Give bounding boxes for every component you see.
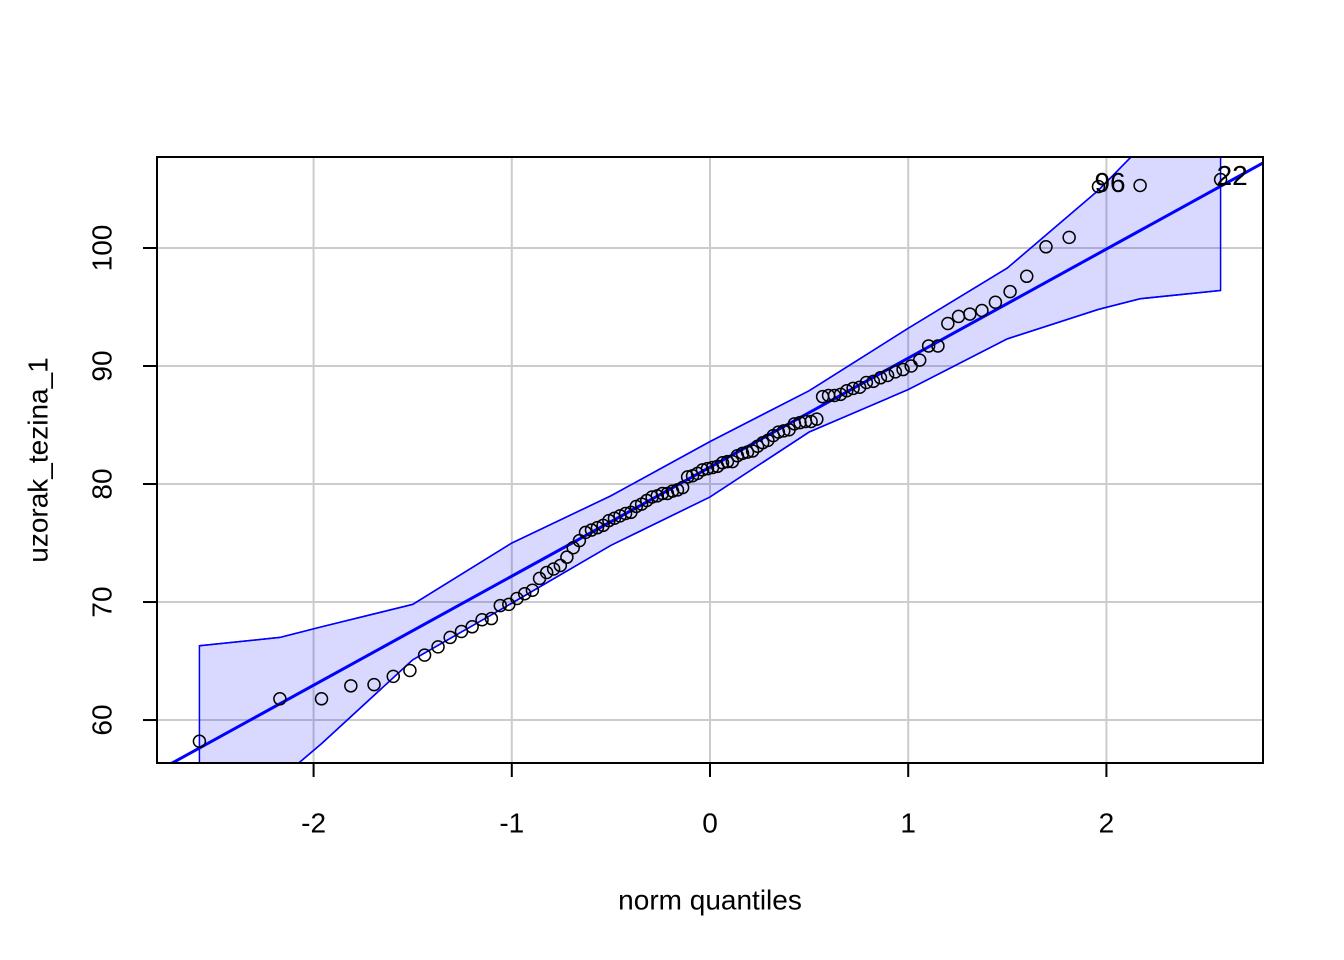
point (314, 692, 329, 706)
point (827, 388, 842, 403)
point (873, 371, 888, 385)
point (517, 587, 532, 601)
point (1003, 284, 1017, 299)
point (560, 550, 574, 564)
point (1062, 230, 1076, 245)
plot-area (157, 157, 1263, 763)
point (618, 506, 633, 521)
x-tick-label: 1 (900, 807, 916, 838)
point (386, 669, 401, 684)
point (852, 380, 867, 394)
point (1133, 178, 1147, 193)
point (931, 339, 945, 353)
point (846, 381, 860, 396)
y-tick-label: 100 (86, 225, 117, 272)
point (493, 598, 508, 613)
point (431, 640, 445, 654)
point (896, 362, 910, 377)
point (776, 424, 791, 438)
point (465, 620, 479, 634)
point (793, 415, 807, 430)
point (921, 339, 936, 353)
point (880, 368, 895, 383)
point (655, 486, 670, 501)
point-label: 22 (1217, 160, 1248, 191)
point (859, 375, 874, 390)
point (1039, 240, 1053, 254)
point (975, 303, 989, 318)
point (553, 558, 568, 573)
point (941, 316, 955, 331)
point (417, 648, 432, 662)
point (546, 562, 561, 576)
point (988, 295, 1003, 310)
point (720, 454, 735, 469)
y-axis-label: uzorak_tezina_1 (22, 357, 53, 562)
point (344, 679, 358, 693)
x-tick-label: -2 (301, 807, 326, 838)
point (840, 384, 854, 398)
x-tick-label: 0 (702, 807, 718, 838)
point (1019, 269, 1034, 284)
point (1091, 179, 1106, 194)
point (273, 692, 287, 706)
y-tick-label: 90 (86, 350, 117, 381)
point (771, 425, 786, 439)
point (192, 734, 207, 749)
point (367, 677, 381, 692)
x-tick-label: 2 (1099, 807, 1115, 838)
x-axis-label: norm quantiles (618, 884, 802, 915)
point (403, 663, 417, 678)
point (700, 461, 715, 476)
y-tick-label: 80 (86, 468, 117, 499)
band-edge (199, 157, 1133, 647)
point (963, 307, 977, 321)
point (715, 456, 730, 470)
point (740, 445, 755, 459)
point (443, 630, 457, 645)
point (578, 525, 593, 540)
band-edge (297, 289, 1221, 763)
point (912, 353, 927, 367)
point (475, 612, 489, 627)
point (675, 480, 690, 495)
point (484, 611, 499, 626)
point-label: 96 (1094, 167, 1125, 198)
point (866, 374, 881, 389)
point (590, 520, 605, 535)
y-tick-label: 60 (86, 704, 117, 735)
point (510, 591, 524, 606)
point (584, 523, 599, 537)
point (1213, 172, 1228, 187)
point (735, 446, 750, 461)
point (695, 463, 710, 477)
point (539, 565, 554, 580)
reference-line (169, 161, 1263, 763)
point (525, 583, 540, 597)
x-tick-label: -1 (499, 807, 524, 838)
point (810, 412, 824, 426)
point (745, 444, 760, 458)
point (888, 365, 903, 379)
y-tick-label: 70 (86, 586, 117, 617)
point (804, 414, 818, 429)
